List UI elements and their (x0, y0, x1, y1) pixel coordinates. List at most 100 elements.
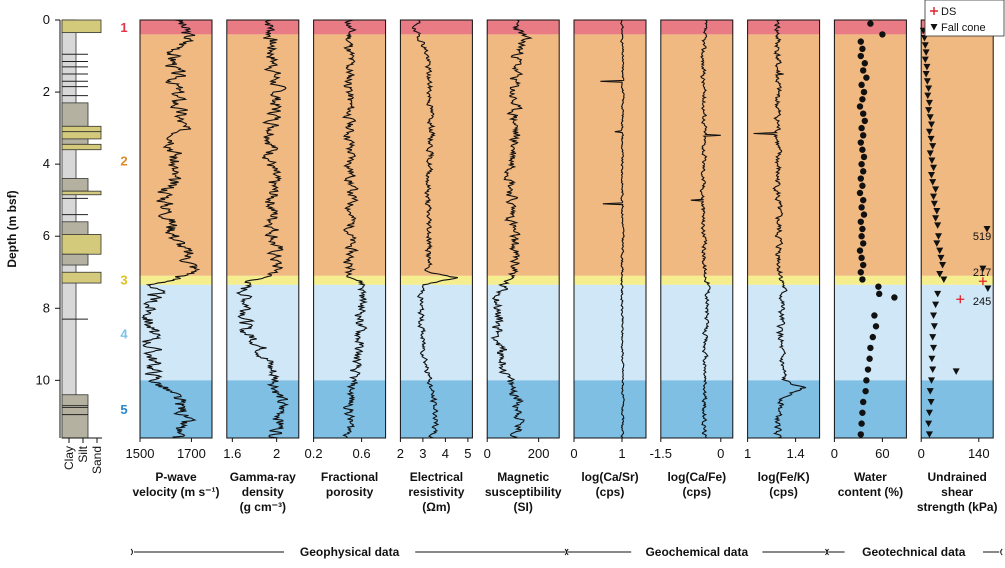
fall-cone-point (929, 179, 937, 186)
lithology-layer (61, 234, 102, 255)
lithology-layer (61, 143, 102, 151)
track-ca-sr: 0 1 log(Ca/Sr)(cps) (570, 19, 647, 499)
legend-fall-cone-marker (930, 24, 938, 31)
shear-annotation: 217 (973, 267, 991, 279)
x-tick-label: 1700 (177, 446, 206, 461)
fall-cone-point (930, 312, 938, 319)
group-bracket (1000, 548, 1003, 556)
depth-tick-label: 0 (43, 12, 50, 27)
unit-band (660, 380, 733, 438)
unit-band (400, 380, 473, 438)
water-content-point (857, 431, 864, 438)
fall-cone-point (926, 150, 934, 157)
water-content-point (858, 160, 865, 168)
water-content-point (860, 110, 867, 117)
water-content-point (862, 387, 869, 395)
water-content-point (860, 240, 867, 247)
lithology-layer (61, 221, 89, 235)
lithology-layer (61, 138, 89, 145)
lithology-layer (61, 405, 89, 439)
water-content-point (860, 398, 867, 406)
water-content-point (867, 344, 874, 352)
lithology-layer (61, 125, 102, 133)
water-content-point (864, 366, 872, 373)
x-tick-label: 4 (442, 446, 449, 461)
fall-cone-point (932, 186, 940, 193)
series-line (235, 19, 290, 439)
series-line (141, 19, 201, 439)
water-content-point (859, 182, 866, 189)
unit-band (574, 34, 646, 276)
water-content-point (857, 52, 864, 60)
track-x-label: Water (854, 470, 887, 484)
fall-cone-point (925, 85, 933, 92)
unit-band (834, 275, 907, 285)
legend-box (924, 0, 1005, 37)
unit-label: 3 (120, 272, 127, 287)
depth-axis: 0 2 4 6 8 10 Depth (m bsf) (5, 12, 61, 438)
lithology-layer (61, 394, 89, 406)
unit-band (140, 275, 212, 285)
x-tick-label: 0 (484, 446, 491, 461)
fall-cone-point (921, 56, 929, 64)
fall-cone-point (922, 71, 930, 78)
fall-cone-point (927, 135, 935, 143)
fall-cone-point (925, 431, 933, 438)
shear-annotation: 519 (973, 231, 991, 243)
water-content-point (860, 168, 867, 175)
depth-axis-title: Depth (m bsf) (5, 190, 19, 267)
track-x-label: P-wave (155, 470, 197, 484)
unit-band (400, 284, 473, 381)
track-x-label: (cps) (596, 485, 625, 499)
shear-annotation: 245 (973, 296, 991, 308)
track-x-label: Gamma-ray (230, 470, 296, 484)
legend-ds-marker (930, 7, 938, 15)
fall-cone-point (939, 262, 947, 269)
track-frame (399, 19, 473, 439)
unit-band (140, 380, 212, 438)
unit-label: 4 (120, 327, 128, 342)
water-content-point (856, 103, 864, 110)
unit-band (747, 380, 820, 438)
lithology-x-label: Sand (90, 446, 104, 474)
water-content-point (866, 355, 873, 362)
unit-band (226, 380, 299, 438)
series-line (411, 19, 458, 439)
fall-cone-point (937, 254, 945, 262)
track-x-label: (cps) (769, 485, 798, 499)
track-frame (313, 19, 387, 439)
water-content-point (863, 74, 870, 81)
water-content-point (860, 153, 868, 161)
lithology-layer (61, 253, 89, 266)
water-content-point (859, 276, 866, 283)
fall-cone-point (920, 35, 928, 42)
water-content-point (857, 38, 864, 45)
fall-cone-point (932, 215, 940, 222)
track-x-label: density (242, 485, 284, 499)
water-content-point (860, 67, 867, 74)
track-ca-fe: -1.5 0 log(Ca/Fe)(cps) (650, 19, 734, 499)
fall-cone-point (984, 285, 992, 292)
unit-band (313, 275, 386, 285)
fall-cone-point (925, 99, 933, 107)
unit-band (574, 380, 646, 438)
unit-band (921, 380, 994, 438)
group-bracket (564, 548, 567, 556)
track-group-labels: Geophysical data Geochemical data Geotechn… (130, 545, 1003, 559)
series-line (753, 19, 807, 439)
water-content-point (858, 81, 865, 89)
group-label: Geophysical data (300, 545, 400, 559)
fall-cone-point (923, 63, 931, 71)
track-x-label: log(Ca/Sr) (581, 470, 638, 484)
fall-cone-point (930, 323, 938, 330)
unit-band (313, 34, 386, 276)
fall-cone-point (930, 344, 938, 352)
water-content-point (861, 117, 868, 125)
water-content-point (860, 132, 867, 139)
unit-band (487, 284, 560, 381)
unit-band (834, 284, 907, 381)
fall-cone-point (925, 107, 933, 114)
